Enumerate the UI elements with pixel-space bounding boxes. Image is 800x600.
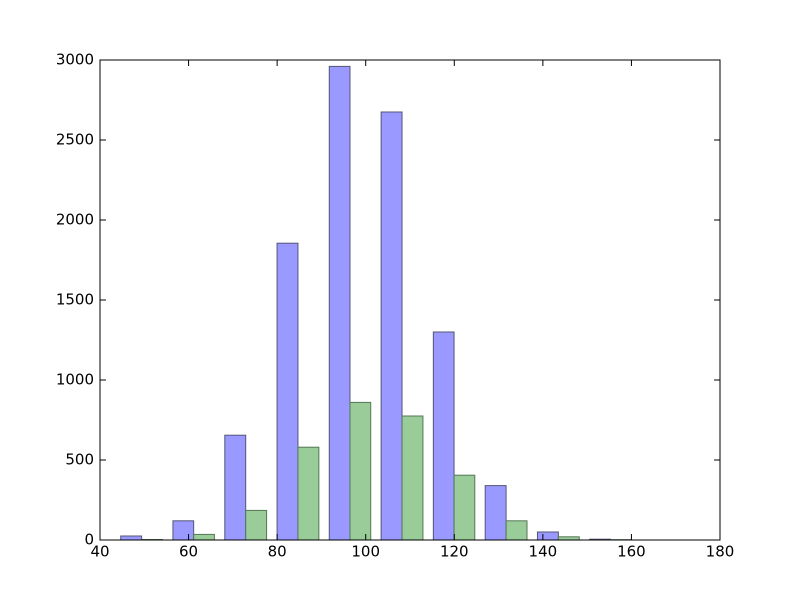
x-tick-label: 40: [90, 543, 109, 561]
y-tick-label: 2000: [56, 211, 94, 229]
bar: [120, 535, 143, 541]
y-tick-label: 1000: [56, 371, 94, 389]
x-tick-label: 60: [179, 543, 198, 561]
bar: [297, 446, 320, 541]
bar: [536, 531, 559, 541]
bar: [245, 509, 268, 541]
x-tick-label: 180: [706, 543, 735, 561]
x-tick-label: 120: [440, 543, 469, 561]
y-tick-label: 2500: [56, 131, 94, 149]
bar: [224, 434, 247, 541]
x-tick-label: 80: [268, 543, 287, 561]
x-tick-label: 100: [351, 543, 380, 561]
bar: [453, 474, 476, 541]
bar: [349, 401, 372, 541]
y-tick-label: 3000: [56, 51, 94, 69]
bar: [380, 111, 403, 541]
x-tick-label: 140: [529, 543, 558, 561]
y-tick-label: 1500: [56, 291, 94, 309]
y-tick-label: 500: [65, 451, 94, 469]
bar: [432, 331, 455, 541]
x-tick-label: 160: [617, 543, 646, 561]
y-tick-label: 0: [84, 531, 94, 549]
bar: [505, 520, 528, 541]
bar: [401, 415, 424, 541]
bar: [276, 242, 299, 541]
bar: [193, 533, 215, 541]
bar: [484, 485, 507, 541]
bar: [328, 65, 351, 541]
bar: [172, 520, 195, 541]
